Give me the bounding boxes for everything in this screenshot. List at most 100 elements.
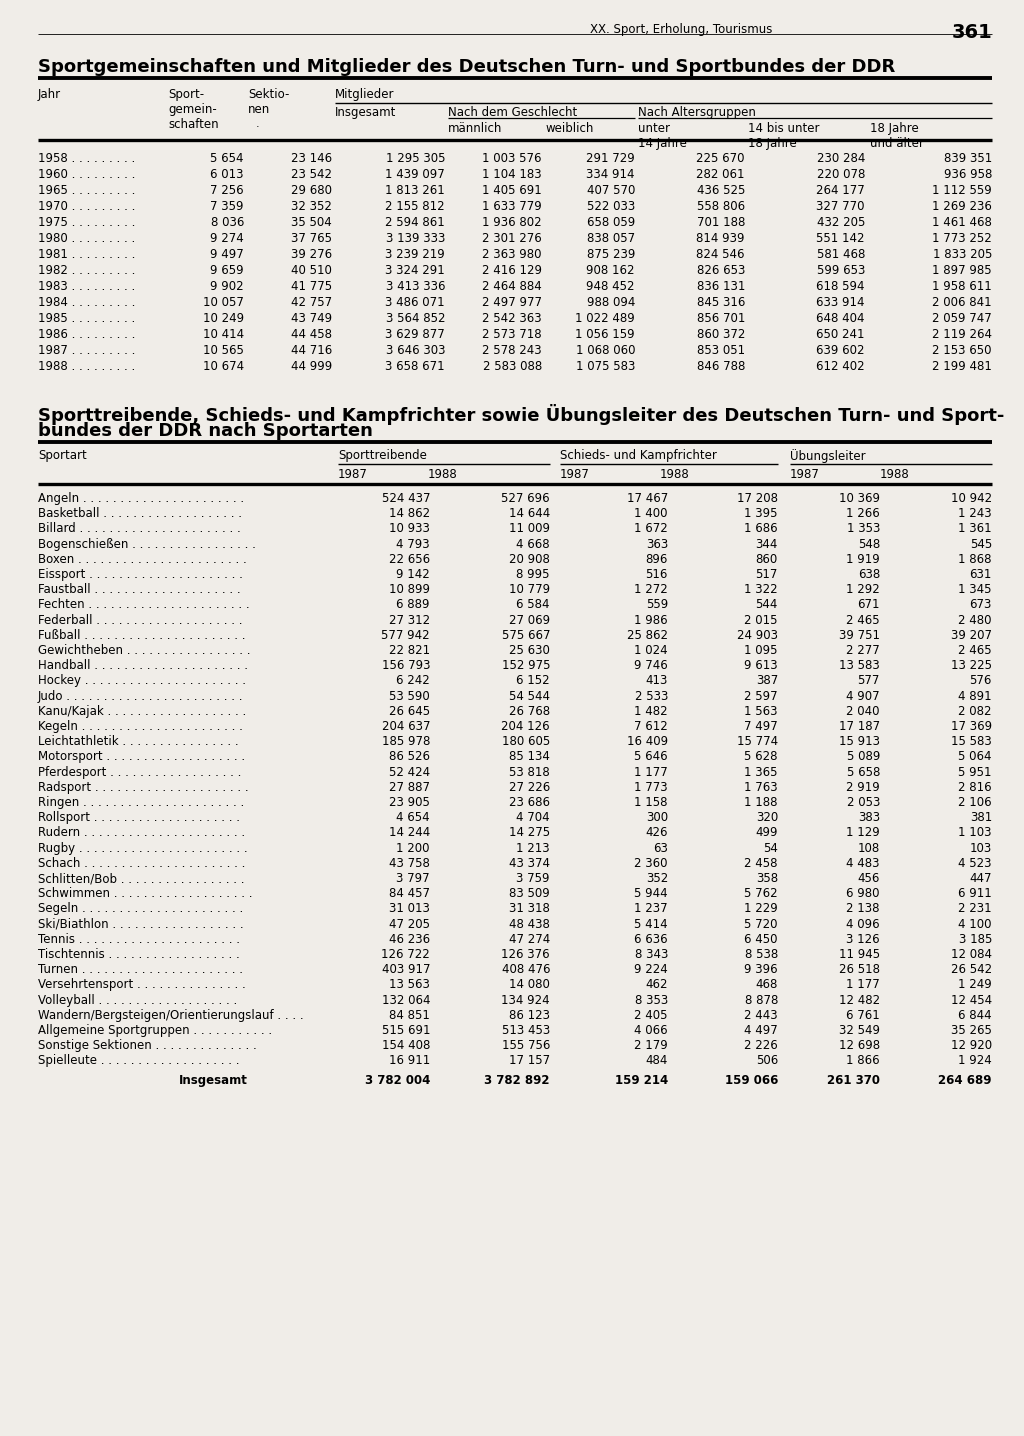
Text: Boxen . . . . . . . . . . . . . . . . . . . . . . .: Boxen . . . . . . . . . . . . . . . . . … xyxy=(38,553,247,566)
Text: 48 438: 48 438 xyxy=(509,918,550,931)
Text: 875 239: 875 239 xyxy=(587,248,635,261)
Text: 2 277: 2 277 xyxy=(846,643,880,658)
Text: 648 404: 648 404 xyxy=(816,312,865,325)
Text: 403 917: 403 917 xyxy=(382,964,430,976)
Text: 1 361: 1 361 xyxy=(958,523,992,536)
Text: 3 759: 3 759 xyxy=(516,872,550,885)
Text: 108: 108 xyxy=(858,841,880,854)
Text: 15 774: 15 774 xyxy=(737,735,778,748)
Text: 31 013: 31 013 xyxy=(389,902,430,915)
Text: 23 542: 23 542 xyxy=(291,168,332,181)
Text: 7 497: 7 497 xyxy=(744,719,778,732)
Text: 4 704: 4 704 xyxy=(516,811,550,824)
Text: 10 249: 10 249 xyxy=(203,312,244,325)
Text: 1958 . . . . . . . . .: 1958 . . . . . . . . . xyxy=(38,152,135,165)
Text: 860: 860 xyxy=(756,553,778,566)
Text: 413: 413 xyxy=(645,675,668,688)
Text: Turnen . . . . . . . . . . . . . . . . . . . . . .: Turnen . . . . . . . . . . . . . . . . .… xyxy=(38,964,243,976)
Text: 522 033: 522 033 xyxy=(587,200,635,213)
Text: 3 239 219: 3 239 219 xyxy=(385,248,445,261)
Text: 32 352: 32 352 xyxy=(291,200,332,213)
Text: 633 914: 633 914 xyxy=(816,296,865,309)
Text: 7 256: 7 256 xyxy=(210,184,244,197)
Text: 1 322: 1 322 xyxy=(744,583,778,596)
Text: 2 573 718: 2 573 718 xyxy=(482,327,542,340)
Text: 860 372: 860 372 xyxy=(696,327,745,340)
Text: 839 351: 839 351 xyxy=(944,152,992,165)
Text: 2 583 088: 2 583 088 xyxy=(482,360,542,373)
Text: 3 782 892: 3 782 892 xyxy=(484,1074,550,1087)
Text: 638: 638 xyxy=(858,569,880,582)
Text: 32 549: 32 549 xyxy=(839,1024,880,1037)
Text: 4 066: 4 066 xyxy=(635,1024,668,1037)
Text: 86 526: 86 526 xyxy=(389,751,430,764)
Text: Sektio-
nen: Sektio- nen xyxy=(248,88,290,116)
Text: 5 951: 5 951 xyxy=(958,765,992,778)
Text: Sporttreibende, Schieds- und Kampfrichter sowie Übungsleiter des Deutschen Turn-: Sporttreibende, Schieds- und Kampfrichte… xyxy=(38,404,1005,425)
Text: 3 185: 3 185 xyxy=(958,933,992,946)
Text: 363: 363 xyxy=(646,537,668,550)
Text: 1965 . . . . . . . . .: 1965 . . . . . . . . . xyxy=(38,184,135,197)
Text: Fußball . . . . . . . . . . . . . . . . . . . . . .: Fußball . . . . . . . . . . . . . . . . … xyxy=(38,629,246,642)
Text: 84 457: 84 457 xyxy=(389,887,430,900)
Text: 1981 . . . . . . . . .: 1981 . . . . . . . . . xyxy=(38,248,135,261)
Text: 936 958: 936 958 xyxy=(944,168,992,181)
Text: 18 Jahre
und älter: 18 Jahre und älter xyxy=(870,122,924,149)
Text: 2 059 747: 2 059 747 xyxy=(932,312,992,325)
Text: 650 241: 650 241 xyxy=(816,327,865,340)
Text: 43 749: 43 749 xyxy=(291,312,332,325)
Text: Rudern . . . . . . . . . . . . . . . . . . . . . .: Rudern . . . . . . . . . . . . . . . . .… xyxy=(38,826,245,840)
Text: 948 452: 948 452 xyxy=(587,280,635,293)
Text: 6 152: 6 152 xyxy=(516,675,550,688)
Text: Insgesamt: Insgesamt xyxy=(179,1074,248,1087)
Text: 23 905: 23 905 xyxy=(389,796,430,808)
Text: 53 590: 53 590 xyxy=(389,689,430,702)
Text: Schlitten/Bob . . . . . . . . . . . . . . . . .: Schlitten/Bob . . . . . . . . . . . . . … xyxy=(38,872,245,885)
Text: Sport-
gemein-
schaften: Sport- gemein- schaften xyxy=(168,88,219,131)
Text: 426: 426 xyxy=(645,826,668,840)
Text: 44 716: 44 716 xyxy=(291,345,332,358)
Text: 2 578 243: 2 578 243 xyxy=(482,345,542,358)
Text: 9 396: 9 396 xyxy=(744,964,778,976)
Text: 27 312: 27 312 xyxy=(389,613,430,626)
Text: 1 068 060: 1 068 060 xyxy=(575,345,635,358)
Text: 13 583: 13 583 xyxy=(840,659,880,672)
Text: 2 405: 2 405 xyxy=(635,1010,668,1022)
Text: 1 103: 1 103 xyxy=(958,826,992,840)
Text: 14 862: 14 862 xyxy=(389,507,430,520)
Text: 1 773: 1 773 xyxy=(635,781,668,794)
Text: 3 629 877: 3 629 877 xyxy=(385,327,445,340)
Text: 24 903: 24 903 xyxy=(737,629,778,642)
Text: 9 274: 9 274 xyxy=(210,233,244,246)
Text: 12 698: 12 698 xyxy=(839,1040,880,1053)
Text: 6 911: 6 911 xyxy=(958,887,992,900)
Text: 7 612: 7 612 xyxy=(634,719,668,732)
Text: 35 265: 35 265 xyxy=(951,1024,992,1037)
Text: 1 295 305: 1 295 305 xyxy=(385,152,445,165)
Text: 462: 462 xyxy=(645,978,668,991)
Text: 2 465: 2 465 xyxy=(958,643,992,658)
Text: 1970 . . . . . . . . .: 1970 . . . . . . . . . xyxy=(38,200,135,213)
Text: 3 413 336: 3 413 336 xyxy=(385,280,445,293)
Text: 2 179: 2 179 xyxy=(634,1040,668,1053)
Text: 2 480: 2 480 xyxy=(958,613,992,626)
Text: 6 980: 6 980 xyxy=(847,887,880,900)
Text: 264 177: 264 177 xyxy=(816,184,865,197)
Text: 1 003 576: 1 003 576 xyxy=(482,152,542,165)
Text: 132 064: 132 064 xyxy=(382,994,430,1007)
Text: 8 036: 8 036 xyxy=(211,215,244,228)
Text: Judo . . . . . . . . . . . . . . . . . . . . . . . .: Judo . . . . . . . . . . . . . . . . . .… xyxy=(38,689,244,702)
Text: 2 199 481: 2 199 481 xyxy=(932,360,992,373)
Text: 1 237: 1 237 xyxy=(635,902,668,915)
Text: 2 465: 2 465 xyxy=(847,613,880,626)
Text: 671: 671 xyxy=(857,599,880,612)
Text: 387: 387 xyxy=(756,675,778,688)
Text: 2 497 977: 2 497 977 xyxy=(482,296,542,309)
Text: 10 899: 10 899 xyxy=(389,583,430,596)
Text: 1987: 1987 xyxy=(560,468,590,481)
Text: 10 779: 10 779 xyxy=(509,583,550,596)
Text: 9 659: 9 659 xyxy=(210,264,244,277)
Text: 220 078: 220 078 xyxy=(816,168,865,181)
Text: 54: 54 xyxy=(763,841,778,854)
Text: 1 229: 1 229 xyxy=(744,902,778,915)
